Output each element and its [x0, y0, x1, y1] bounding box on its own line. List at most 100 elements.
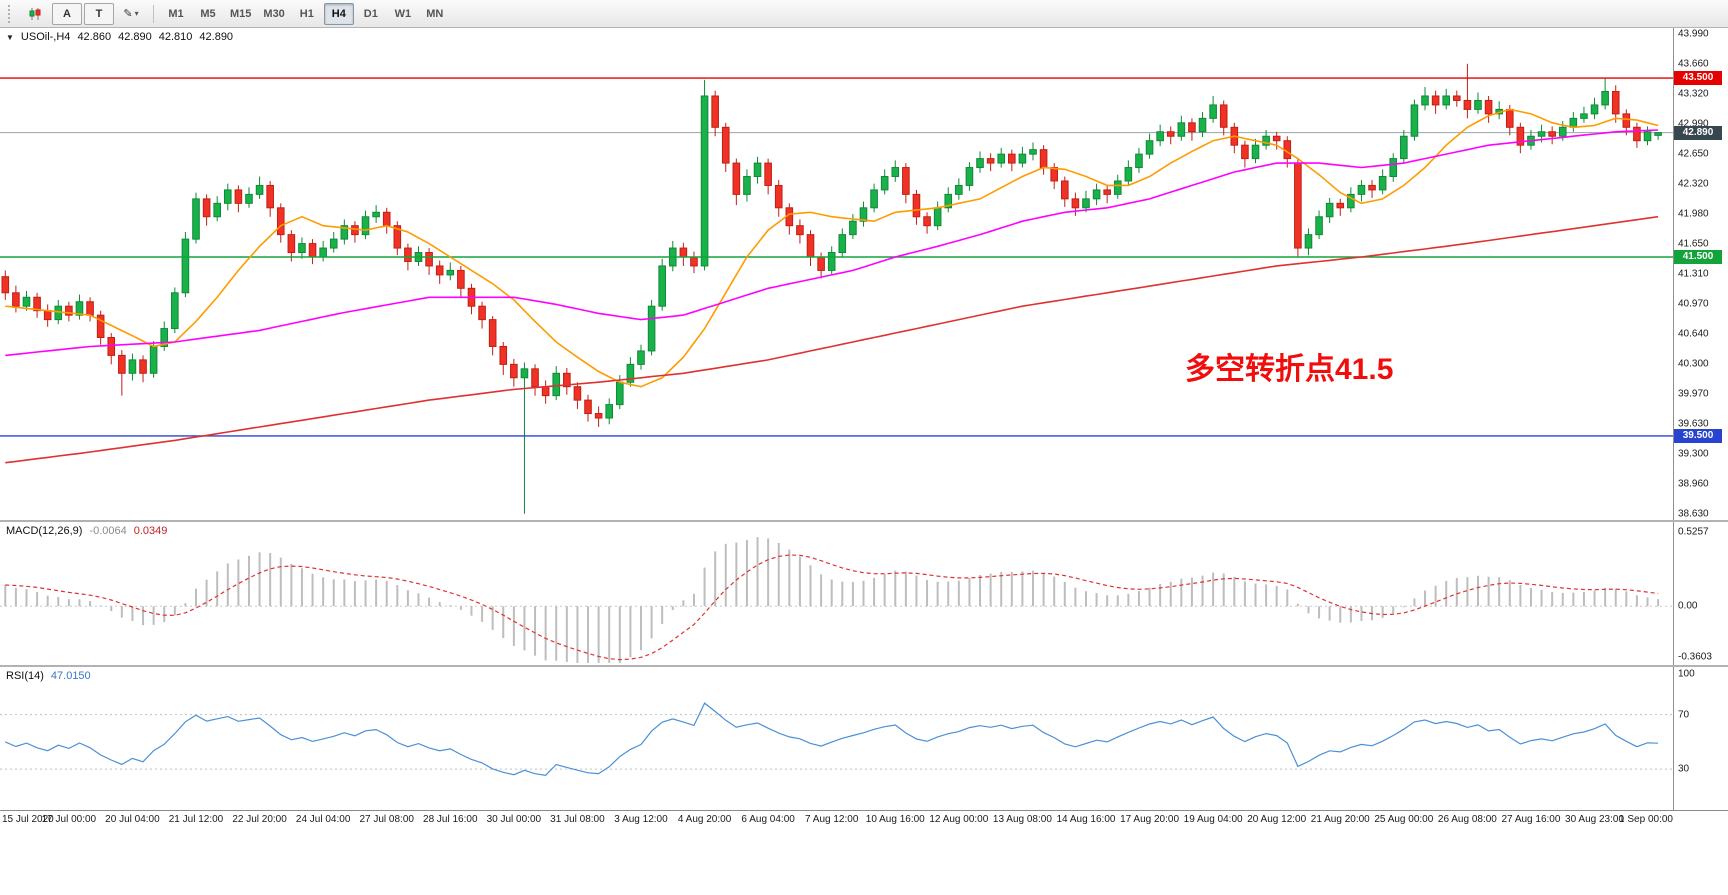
price-tick-label: 39.300: [1678, 448, 1709, 460]
time-label: 20 Aug 12:00: [1247, 814, 1307, 825]
candle: [626, 363, 635, 383]
time-label: 17 Jul 00:00: [41, 814, 97, 825]
candle: [552, 372, 561, 397]
panel-separator[interactable]: [0, 665, 1728, 667]
candle: [817, 256, 825, 271]
timeframe-button-m5[interactable]: M5: [200, 7, 216, 20]
candle: [478, 305, 486, 321]
price-tick-label: 39.970: [1678, 388, 1709, 400]
price-plot[interactable]: [0, 28, 1674, 520]
draw-tools-button[interactable]: ✎ ▾: [116, 3, 146, 25]
candle: [1188, 122, 1196, 133]
candle: [1113, 180, 1122, 195]
candle: [181, 238, 190, 294]
candlestick-chart-icon: [29, 7, 41, 20]
collapse-chart-icon[interactable]: ▼: [6, 32, 14, 42]
candle: [435, 265, 444, 276]
timeframe-button-d1[interactable]: D1: [363, 7, 378, 20]
macd-axis[interactable]: 0.5257 0.00 -0.3603: [1673, 522, 1728, 665]
candle: [923, 216, 931, 227]
annotation-text[interactable]: 多空转折点41.5: [1185, 353, 1394, 386]
timeframe-button-h1[interactable]: H1: [299, 7, 314, 20]
time-label: 15 Jul 2020: [2, 814, 54, 825]
price-tick-label: 42.320: [1678, 178, 1709, 190]
candle: [1611, 91, 1620, 115]
candle: [1082, 198, 1090, 209]
candle: [1410, 104, 1419, 137]
candle: [1463, 99, 1472, 110]
candle: [287, 234, 296, 254]
candle: [1060, 180, 1069, 200]
rsi-axis[interactable]: 100 70 30: [1673, 667, 1728, 810]
candle: [160, 328, 169, 347]
price-chart-panel[interactable]: 43.990 43.660 43.320 42.990 42.650 42.320 41.9…: [0, 28, 1728, 520]
candle: [213, 202, 221, 218]
text-tool-button[interactable]: T: [84, 2, 114, 25]
price-axis[interactable]: 43.990 43.660 43.320 42.990 42.650 42.320 41.9…: [1673, 28, 1728, 520]
candle: [276, 207, 285, 236]
time-label: 1 Sep 00:00: [1619, 814, 1673, 825]
toolbar-separator: [153, 4, 154, 23]
chart-type-button[interactable]: [20, 3, 50, 25]
timeframe-button-mn[interactable]: MN: [426, 7, 444, 20]
time-label: 12 Aug 00:00: [929, 814, 989, 825]
candle: [1643, 131, 1652, 142]
price-badge: 42.890: [1674, 125, 1722, 140]
timeframe-button-m1[interactable]: M1: [168, 7, 184, 20]
price-tick-label: 41.310: [1678, 268, 1709, 280]
time-label: 26 Aug 08:00: [1437, 814, 1497, 825]
pencil-icon: ✎: [123, 8, 133, 20]
candle: [1262, 135, 1270, 146]
candle: [1325, 202, 1334, 218]
cursor-tool-button[interactable]: A: [52, 2, 82, 25]
candle: [870, 189, 878, 209]
price-tick-label: 38.960: [1678, 478, 1709, 490]
time-label: 21 Aug 20:00: [1310, 814, 1370, 825]
macd-tick-label: -0.3603: [1678, 651, 1712, 663]
macd-panel[interactable]: 0.5257 0.00 -0.3603 MACD(12,26,9) -0.0064 …: [0, 522, 1728, 665]
time-label: 14 Aug 16:00: [1056, 814, 1116, 825]
candle: [361, 216, 370, 236]
time-label: 20 Jul 04:00: [105, 814, 160, 825]
candle: [1209, 104, 1217, 119]
timeframe-button-m30[interactable]: M30: [263, 7, 285, 20]
price-tick-label: 41.980: [1678, 208, 1709, 220]
price-badge: 41.500: [1674, 250, 1722, 264]
candle: [245, 193, 253, 204]
candle: [1474, 99, 1482, 110]
candle: [806, 234, 815, 258]
candle: [1241, 144, 1249, 160]
panel-separator[interactable]: [0, 520, 1728, 522]
candle: [499, 345, 508, 365]
rsi-plot[interactable]: [0, 667, 1674, 810]
time-axis[interactable]: 15 Jul 2020 17 Jul 00:00 20 Jul 04:00 21 Ju…: [0, 810, 1728, 831]
timeframe-button-h4[interactable]: H4: [323, 2, 354, 25]
timeframe-button-w1[interactable]: W1: [394, 7, 412, 20]
candle: [764, 162, 772, 186]
rsi-panel[interactable]: 100 70 30 RSI(14) 47.0150: [0, 667, 1728, 810]
candle: [1580, 113, 1588, 119]
candle: [1008, 153, 1016, 164]
candle: [584, 399, 592, 415]
candle: [743, 175, 751, 195]
candle: [1622, 113, 1631, 128]
toolbar-grip[interactable]: [8, 4, 15, 23]
price-tick-label: 41.650: [1678, 238, 1709, 250]
candle: [605, 404, 614, 419]
time-label: 13 Aug 08:00: [992, 814, 1052, 825]
open-value: 42.860: [77, 31, 112, 43]
price-tick-label: 40.640: [1678, 328, 1709, 340]
candle: [711, 95, 719, 128]
price-tick-label: 43.320: [1678, 88, 1709, 100]
candle: [234, 189, 243, 204]
candle: [319, 247, 327, 258]
timeframe-button-m15[interactable]: M15: [230, 7, 252, 20]
candle: [75, 301, 84, 316]
candle: [859, 207, 868, 222]
candle: [223, 189, 232, 204]
candle: [986, 158, 995, 164]
candle: [1198, 117, 1207, 133]
macd-plot[interactable]: [0, 522, 1674, 665]
close-value: 42.890: [199, 31, 234, 43]
mid-ma-line: [5, 129, 1659, 357]
